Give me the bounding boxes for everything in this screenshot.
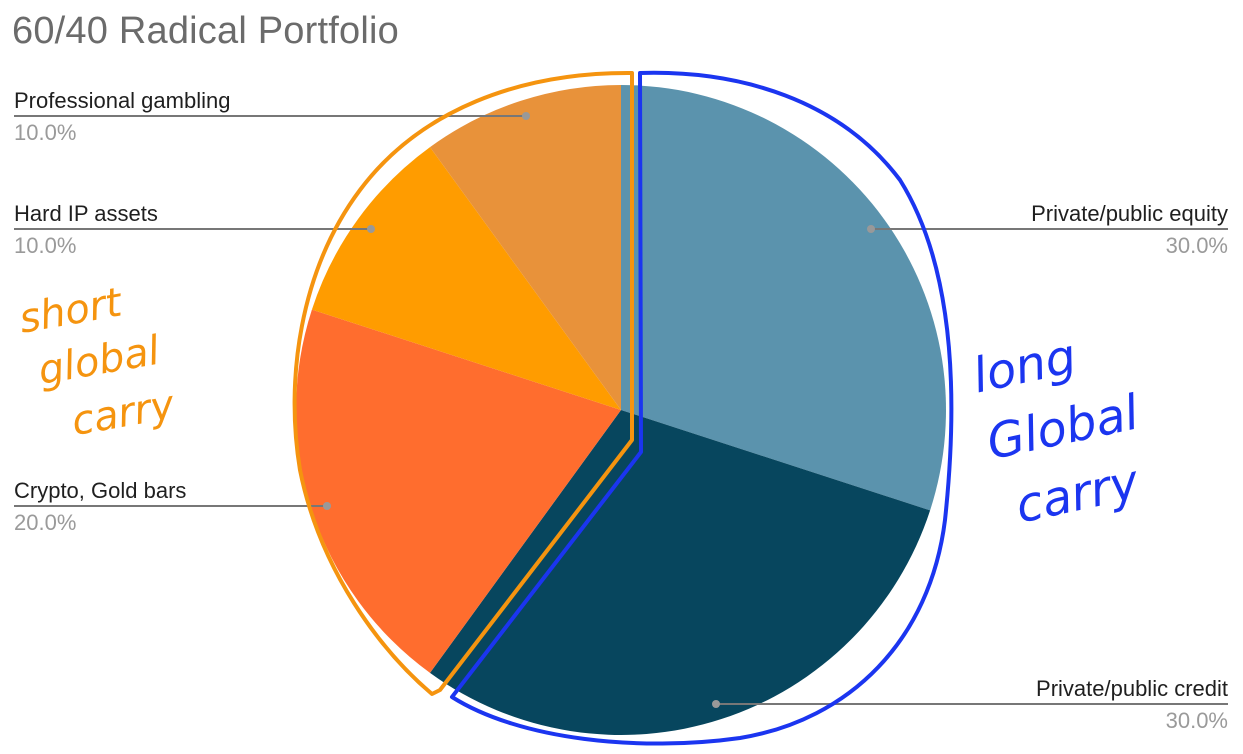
pct-hardip: 10.0% bbox=[14, 233, 77, 258]
label-gambling: Professional gambling bbox=[14, 88, 231, 113]
long-carry-outline bbox=[450, 70, 954, 746]
annotation-long-line3: carry bbox=[1011, 454, 1144, 535]
short-carry-annotation: short global carry bbox=[16, 279, 179, 445]
pie-slices bbox=[296, 85, 946, 735]
pct-gambling: 10.0% bbox=[14, 120, 77, 145]
annotation-short-line3: carry bbox=[68, 382, 179, 445]
slice-hardip[interactable] bbox=[311, 147, 621, 410]
annotation-long-line1: long bbox=[968, 328, 1081, 404]
chart-title: 60/40 Radical Portfolio bbox=[12, 10, 399, 52]
label-equity: Private/public equity bbox=[1031, 201, 1228, 226]
label-hardip: Hard IP assets bbox=[14, 201, 158, 226]
label-crypto: Crypto, Gold bars bbox=[14, 478, 187, 503]
pct-credit: 30.0% bbox=[1165, 708, 1228, 733]
slice-credit[interactable] bbox=[430, 410, 931, 735]
slice-gambling[interactable] bbox=[430, 85, 621, 410]
long-carry-annotation: long Global carry bbox=[968, 328, 1144, 535]
pct-equity: 30.0% bbox=[1165, 233, 1228, 258]
pct-crypto: 20.0% bbox=[14, 510, 77, 535]
slice-equity[interactable] bbox=[621, 85, 946, 511]
slice-crypto[interactable] bbox=[296, 309, 621, 673]
short-carry-outline bbox=[292, 70, 634, 696]
leader-lines bbox=[14, 112, 1228, 708]
annotation-short-line2: global bbox=[35, 328, 163, 394]
annotation-short-line1: short bbox=[16, 279, 127, 342]
label-credit: Private/public credit bbox=[1036, 676, 1228, 701]
